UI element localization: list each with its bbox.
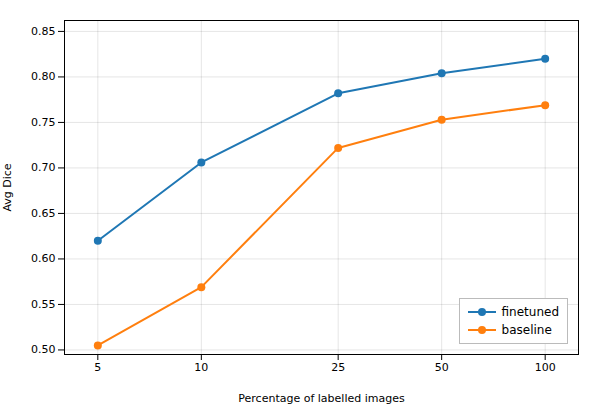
html-text:finetuned: finetuned — [501, 305, 559, 319]
svg-text:0.55: 0.55 — [31, 298, 56, 311]
svg-text:0.80: 0.80 — [31, 70, 56, 83]
svg-text:100: 100 — [535, 361, 556, 374]
svg-text:0.70: 0.70 — [31, 161, 56, 174]
svg-text:0.75: 0.75 — [31, 116, 56, 129]
svg-text:Avg Dice: Avg Dice — [1, 163, 14, 211]
svg-text:0.60: 0.60 — [31, 252, 56, 265]
svg-text:5: 5 — [94, 361, 101, 374]
svg-text:25: 25 — [331, 361, 345, 374]
svg-text:0.65: 0.65 — [31, 207, 56, 220]
svg-text:10: 10 — [194, 361, 208, 374]
svg-text:0.50: 0.50 — [31, 343, 56, 356]
html-text:baseline: baseline — [501, 323, 552, 337]
svg-text:Percentage of labelled images: Percentage of labelled images — [238, 392, 405, 404]
svg-text:50: 50 — [435, 361, 449, 374]
svg-text:0.85: 0.85 — [31, 25, 56, 38]
